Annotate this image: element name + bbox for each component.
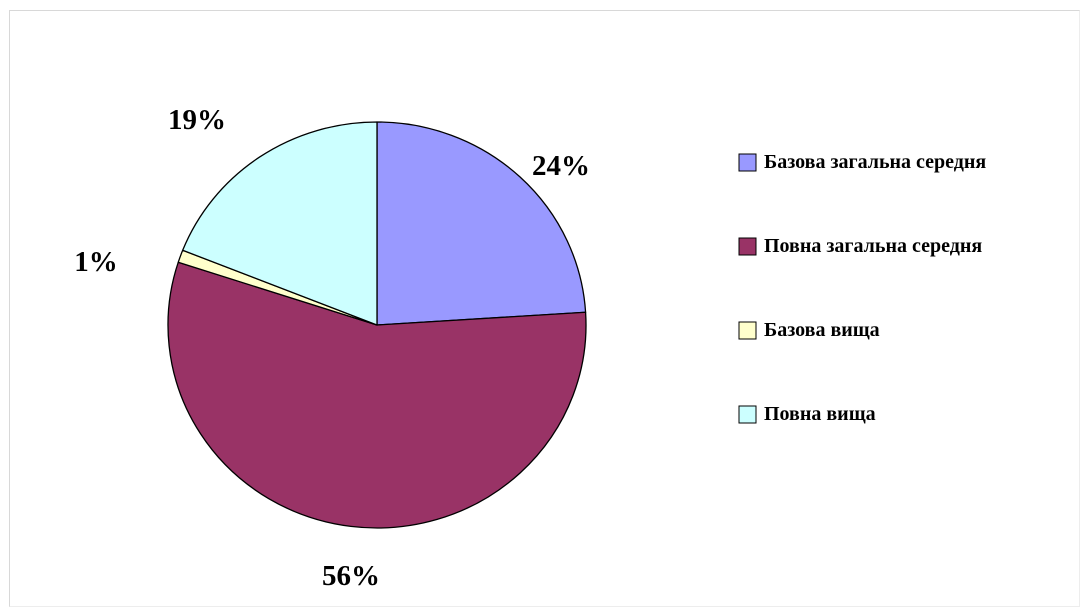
legend-swatch-2 <box>738 237 757 256</box>
pie-slice-4 <box>182 121 378 326</box>
data-label-3: 1% <box>74 246 118 278</box>
data-labels: 24% 56% 1% 19% <box>74 104 590 592</box>
legend-swatch-1 <box>738 153 757 172</box>
legend-label-1: Базова загальна середня <box>764 151 986 173</box>
data-label-4: 19% <box>168 104 226 136</box>
legend-swatch-4 <box>738 405 757 424</box>
legend-label-2: Повна загальна середня <box>764 235 982 257</box>
data-label-1: 24% <box>532 150 590 182</box>
legend-swatch-3 <box>738 321 757 340</box>
pie-slice-2 <box>167 261 587 529</box>
legend-label-4: Повна вища <box>764 403 876 425</box>
legend: Базова загальна середня Повна загальна се… <box>738 151 986 425</box>
pie-slices <box>167 121 587 529</box>
legend-label-3: Базова вища <box>764 319 880 341</box>
data-label-2: 56% <box>322 560 380 592</box>
pie-slice-1 <box>376 121 587 326</box>
